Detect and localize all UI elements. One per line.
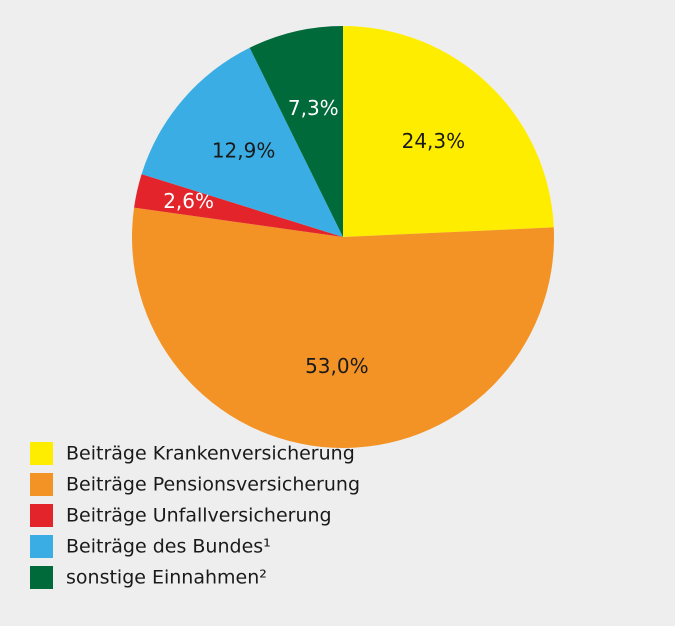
legend-swatch: [30, 535, 53, 558]
legend-swatch: [30, 504, 53, 527]
data-label: 7,3%: [288, 96, 339, 120]
pie-slice: [132, 207, 554, 448]
legend-label: Beiträge Krankenversicherung: [66, 443, 355, 465]
legend-label: Beiträge des Bundes¹: [66, 536, 271, 558]
legend-label: sonstige Einnahmen²: [66, 567, 267, 589]
legend-label: Beiträge Unfallversicherung: [66, 505, 332, 527]
pie-slice: [141, 47, 343, 237]
data-label: 53,0%: [305, 354, 369, 378]
legend-swatch: [30, 473, 53, 496]
legend-swatch: [30, 566, 53, 589]
data-label: 24,3%: [402, 129, 466, 153]
legend-swatch: [30, 442, 53, 465]
pie-slice: [343, 26, 554, 237]
legend-label: Beiträge Pensionsversicherung: [66, 474, 360, 496]
pie-slice: [134, 174, 343, 237]
data-label: 12,9%: [212, 138, 276, 162]
pie-slice: [249, 26, 343, 237]
